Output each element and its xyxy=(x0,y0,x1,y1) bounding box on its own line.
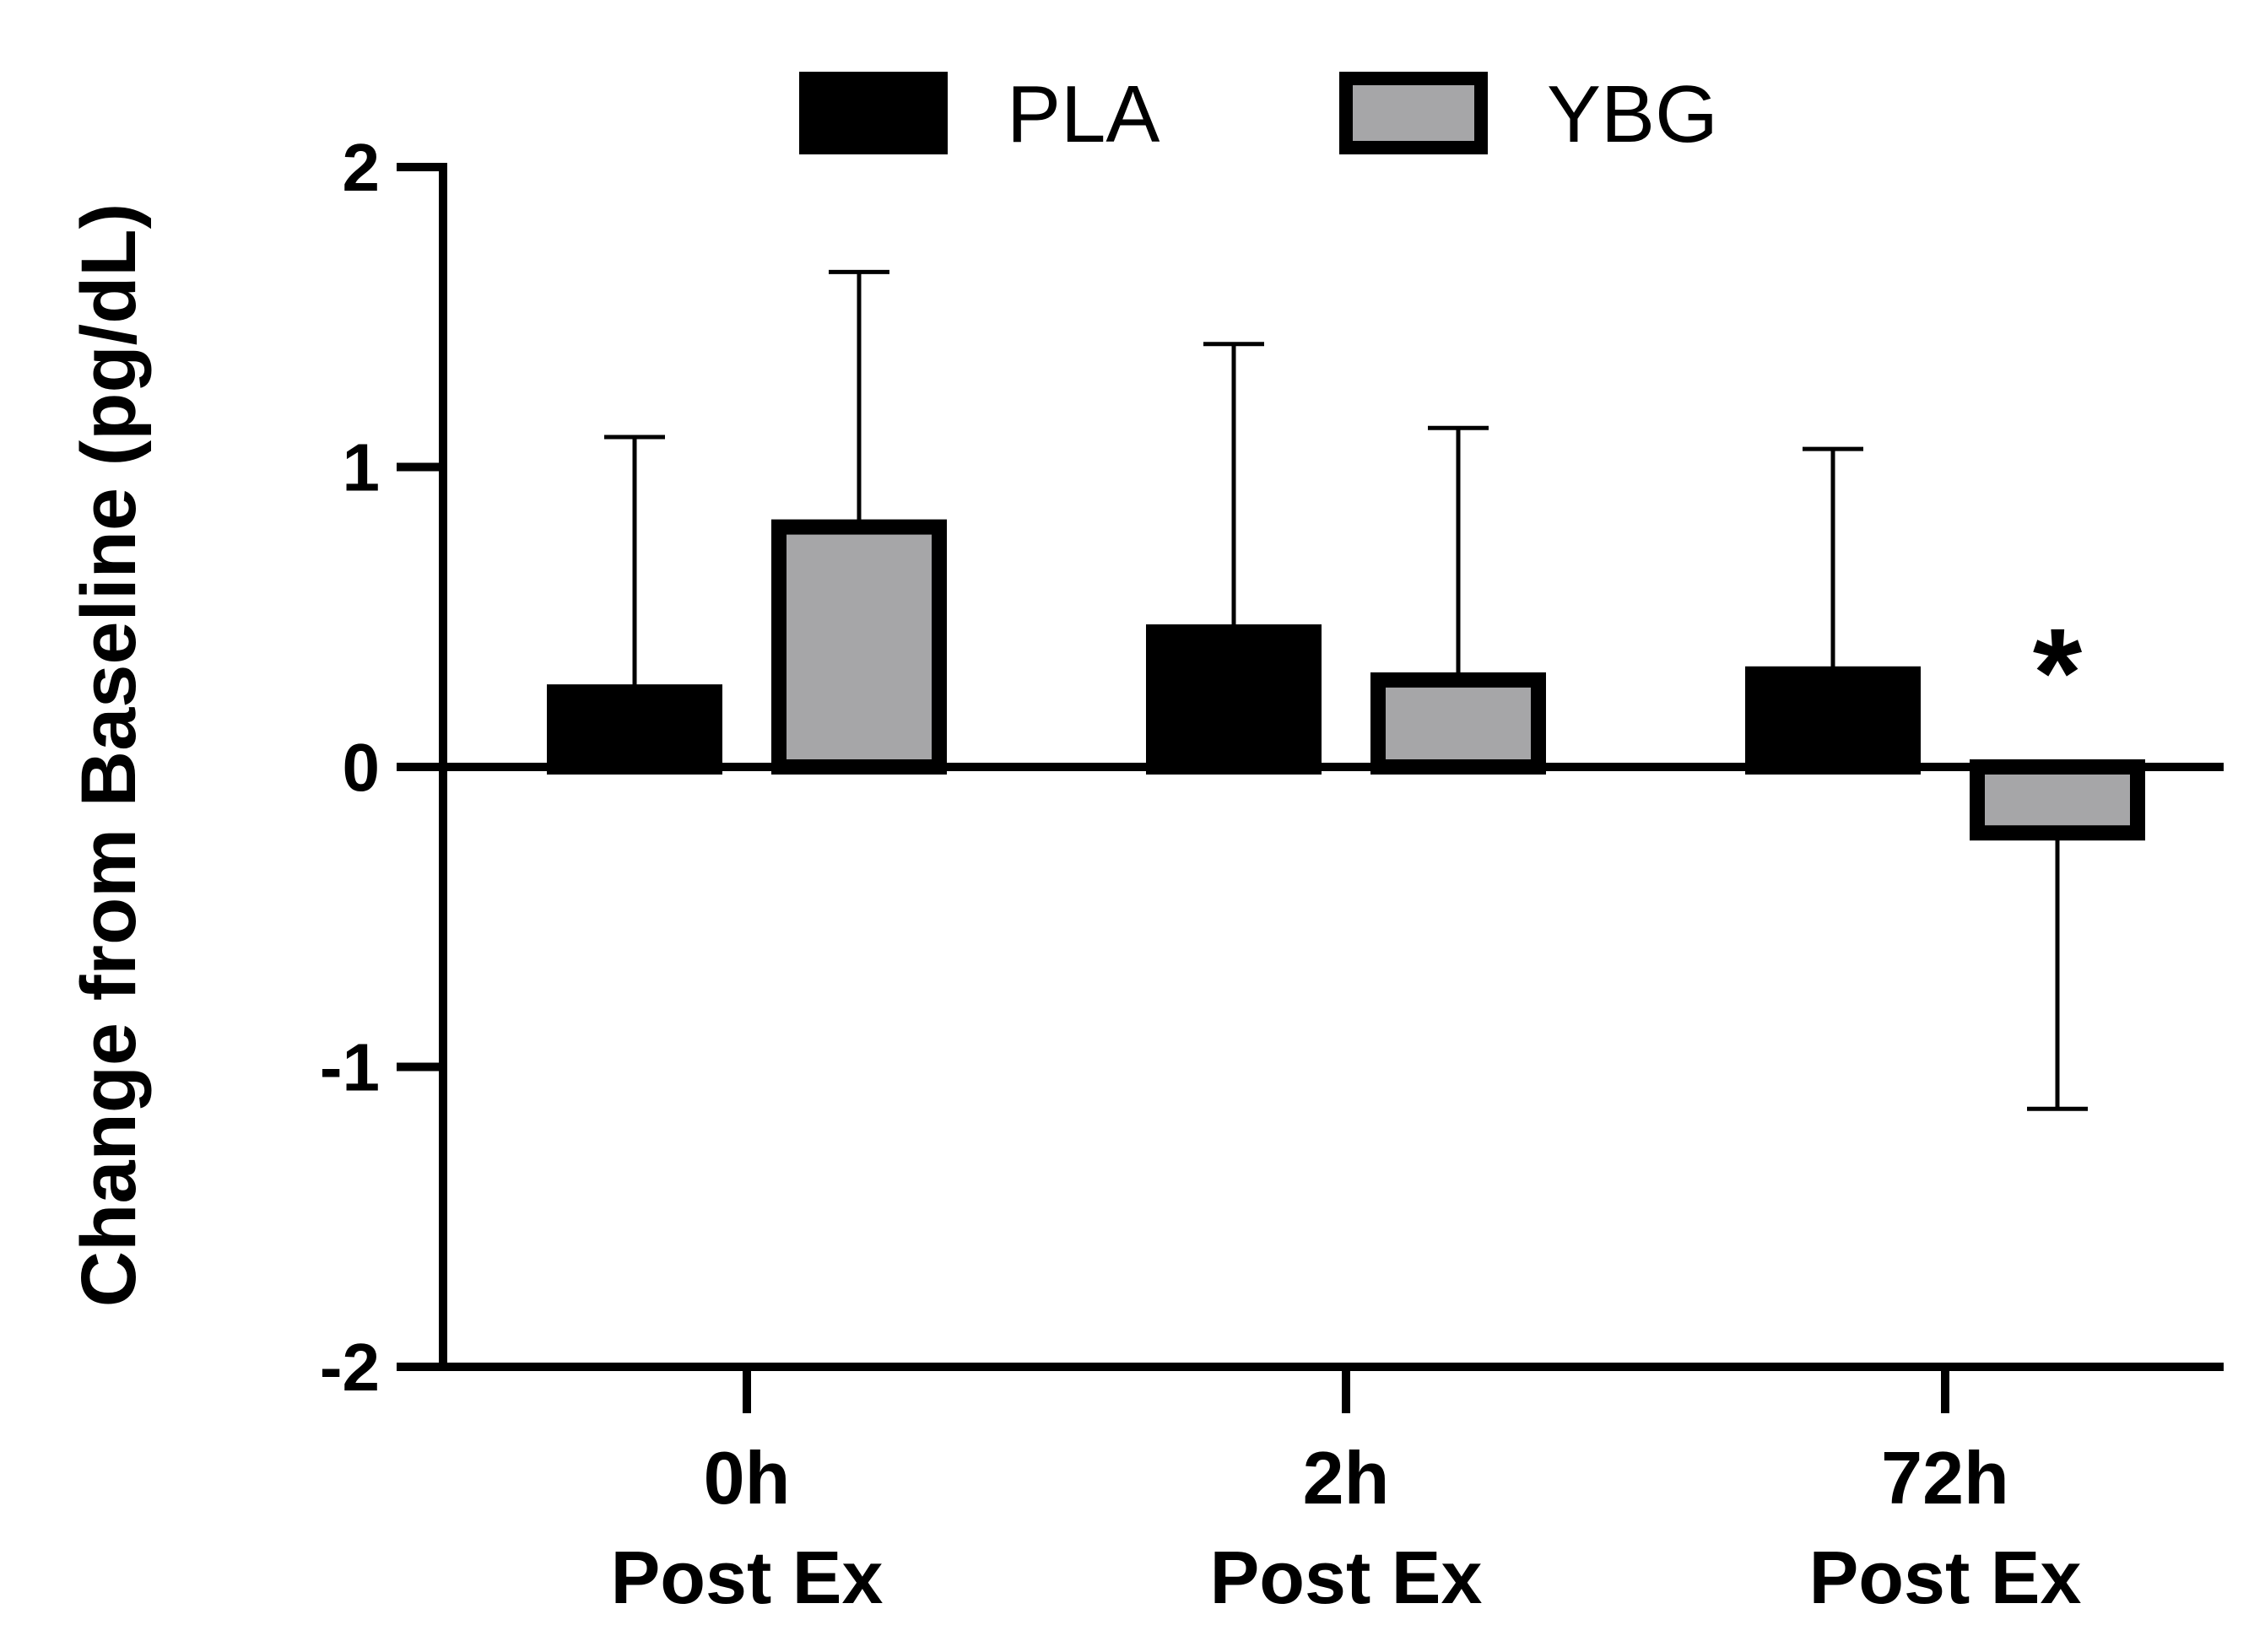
y-tick-label: 0 xyxy=(343,730,381,805)
x-tick-sublabel: Post Ex xyxy=(1210,1536,1483,1619)
x-tick-label: 72h xyxy=(1881,1436,2009,1520)
x-tick-label: 2h xyxy=(1303,1436,1390,1520)
bar-ybg xyxy=(771,519,947,775)
bar-ybg xyxy=(1370,672,1546,775)
annotations: * xyxy=(2033,602,2083,743)
y-tick-label: 1 xyxy=(343,430,381,505)
y-tick-label: -1 xyxy=(320,1030,380,1105)
x-ticks: 0h Post Ex 2h Post Ex 72h Post Ex xyxy=(611,1367,2082,1619)
bars-layer xyxy=(547,519,2145,841)
legend-swatch-pla xyxy=(799,72,948,154)
y-tick-label: -2 xyxy=(320,1330,380,1405)
legend-swatch-ybg xyxy=(1339,72,1488,154)
bar-ybg xyxy=(1970,759,2145,841)
x-tick-sublabel: Post Ex xyxy=(611,1536,884,1619)
legend: PLA YBG xyxy=(799,69,1718,159)
axes-layer xyxy=(439,163,2224,1371)
significance-marker: * xyxy=(2033,602,2083,743)
y-axis-label: Change from Baseline (pg/dL) xyxy=(66,203,152,1308)
bar-pla xyxy=(1745,666,1921,775)
y-ticks: 2 1 0 -1 -2 xyxy=(320,130,443,1405)
legend-label-ybg: YBG xyxy=(1547,69,1718,159)
x-tick-label: 0h xyxy=(704,1436,791,1520)
error-bars-layer xyxy=(604,269,2088,1111)
bar-pla xyxy=(1146,624,1322,775)
x-tick-sublabel: Post Ex xyxy=(1809,1536,2082,1619)
legend-label-pla: PLA xyxy=(1007,69,1160,159)
bar-pla xyxy=(547,684,722,775)
y-tick-label: 2 xyxy=(343,130,381,205)
